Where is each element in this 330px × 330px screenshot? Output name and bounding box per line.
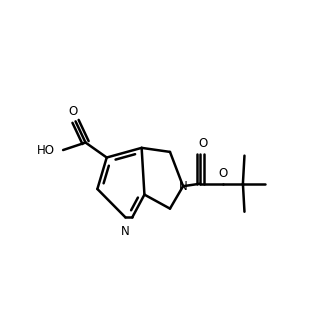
Text: HO: HO	[37, 144, 55, 156]
Text: N: N	[121, 225, 130, 238]
Text: O: O	[198, 137, 207, 150]
Text: O: O	[218, 167, 227, 180]
Text: O: O	[68, 105, 78, 117]
Text: N: N	[179, 180, 187, 193]
